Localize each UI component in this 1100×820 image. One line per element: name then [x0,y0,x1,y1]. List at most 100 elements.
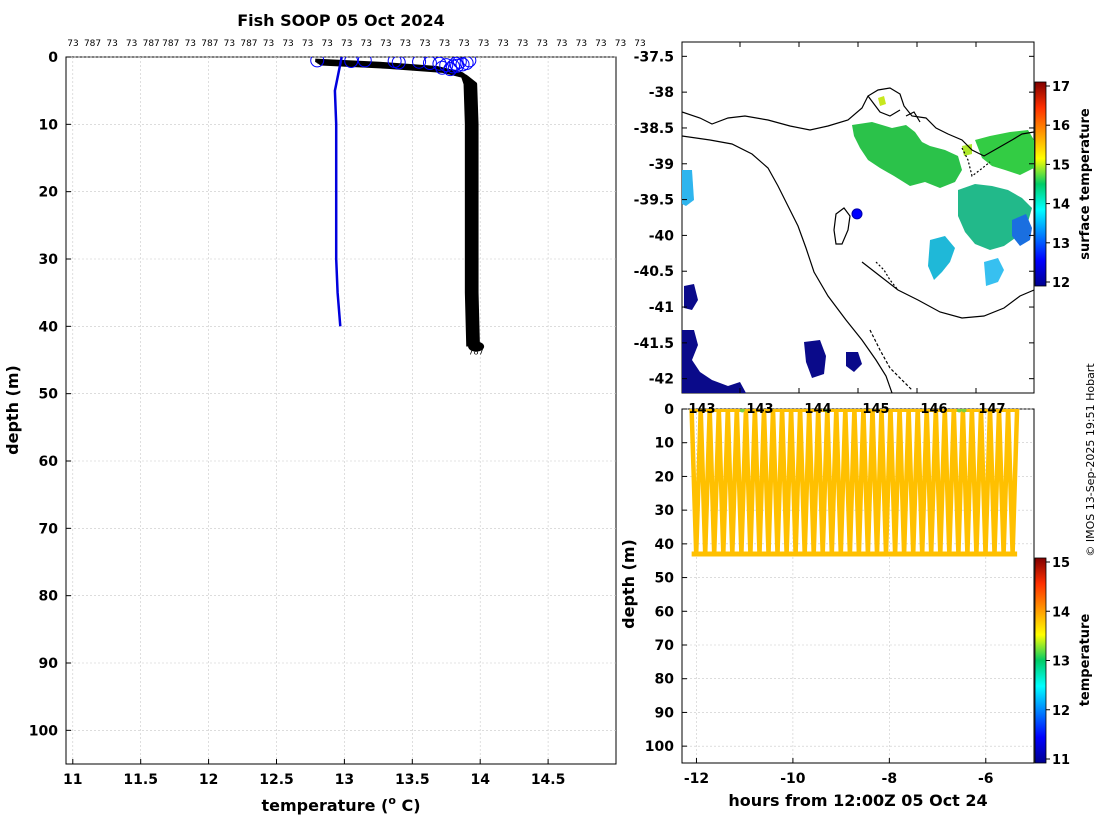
map-y-tick-label: -39 [649,157,674,173]
profile-plot-area [65,56,617,765]
timeseries-y-tick-label: 60 [655,604,675,620]
profile-surface-marker [310,57,325,68]
profile-x-tick-label: 12 [199,772,218,788]
timeseries-y-tick-label: 0 [664,402,674,418]
profile-y-ticks: 0 10 20 30 40 50 60 70 80 90 100 [29,50,71,739]
profile-x-axis-label-sup: o [388,794,396,807]
profile-top-label: 787 [162,39,179,49]
profile-grid [66,56,616,764]
profile-x-tick-label: 13.5 [395,772,430,788]
timeseries-y-tick-label: 40 [655,537,675,553]
timeseries-top-label: 145 [862,402,889,417]
profile-surface-marker [435,60,450,75]
timeseries-colorbar-tick-label: 13 [1052,655,1070,670]
map-y-tick-label: -41.5 [634,336,674,352]
sst-patch-navy-sw2 [684,284,698,310]
timeseries-top-labels: 143 143 144 145 146 147 [688,402,1005,417]
profile-x-tick-label: 11.5 [123,772,158,788]
profile-surface-marker [462,57,477,68]
timeseries-y-ticks: 0 10 20 30 40 50 60 70 80 90 100 [645,402,687,755]
timeseries-colorbar-ticks: 15 14 13 12 11 [1046,556,1070,768]
timeseries-colorbar-tick-label: 15 [1052,556,1070,571]
profile-y-tick-label: 50 [39,387,59,403]
profile-top-label: 73 [263,39,274,49]
timeseries-colorbar-label: temperature [1078,614,1093,707]
map-colorbar-tick-label: 15 [1052,158,1070,173]
timeseries-warm-point [956,409,962,413]
profile-top-label: 73 [497,39,508,49]
coast-north [682,87,1034,157]
map-y-tick-label: -41 [649,300,674,316]
profile-x-tick-label: 13 [335,772,354,788]
map-y-tick-label: -37.5 [634,49,674,65]
timeseries-top-label: 143 [688,402,715,417]
map-colorbar-tick-label: 12 [1052,276,1070,291]
timeseries-colorbar [1034,557,1047,764]
timeseries-x-tick-label: -8 [882,771,898,787]
profile-top-label: 73 [439,39,450,49]
map-y-tick-label: -40.5 [634,264,674,280]
profile-reference-line [333,57,343,327]
sst-patch-warm [878,96,886,106]
profile-top-label: 73 [576,39,587,49]
timeseries-colorbar-tick-label: 14 [1052,605,1070,620]
profile-y-tick-label: 80 [39,589,59,605]
profile-y-tick-label: 100 [29,723,58,739]
timeseries-top-label: 143 [746,402,773,417]
profile-top-label: 73 [126,39,137,49]
map-panel: -37.5 -38 -38.5 -39 -39.5 -40 -40.5 -41 -41.5 -42… [634,41,1093,394]
profile-x-axis-label-tail: C) [396,796,421,815]
sst-patch-lightblue [984,258,1004,286]
timeseries-y-tick-label: 100 [645,739,674,755]
profile-top-label: 787 [84,39,101,49]
profile-y-tick-label: 40 [39,319,59,335]
timeseries-warm-point [824,409,830,413]
timeseries-y-tick-label: 50 [655,571,675,587]
map-colorbar-label: surface temperature [1078,108,1093,260]
coast-southwest [869,329,913,391]
profile-title: Fish SOOP 05 Oct 2024 [237,11,445,30]
profile-top-label: 73 [458,39,469,49]
timeseries-top-label: 144 [804,402,831,417]
sst-patch-navy-sw [682,330,746,393]
timeseries-warm-point [739,409,745,413]
profile-surface-marker [422,57,437,71]
profile-top-label: 73 [517,39,528,49]
island-flinders [833,207,851,245]
map-colorbar-tick-label: 16 [1052,119,1070,134]
profile-top-label: 73 [400,39,411,49]
profile-top-label: 73 [478,39,489,49]
timeseries-colorbar-tick-label: 11 [1052,753,1070,768]
sst-patch-east [975,130,1034,175]
profile-x-axis-label: temperature (o C) [261,794,420,815]
coast-east [961,147,991,178]
map-colorbar-ticks: 17 16 15 14 13 12 [1046,80,1070,291]
map-y-tick-label: -39.5 [634,193,674,209]
coast-inlet [867,95,921,123]
map-coastline [682,87,1034,393]
timeseries-y-tick-label: 30 [655,503,675,519]
profile-y-axis-label: depth (m) [3,365,22,455]
timeseries-y-tick-label: 10 [655,436,675,452]
profile-surface-markers [310,57,477,77]
profile-top-label: 73 [282,39,293,49]
timeseries-top-label: 147 [978,402,1005,417]
map-y-ticks: -37.5 -38 -38.5 -39 -39.5 -40 -40.5 -41 -41.5 -42 [634,49,1034,388]
profile-x-tick-label: 14 [470,772,490,788]
map-x-tick-marks [739,42,977,393]
map-y-tick-label: -40 [649,228,675,244]
profile-y-tick-label: 90 [39,656,59,672]
map-y-tick-label: -38 [649,85,674,101]
profile-x-axis-label-main: temperature ( [261,796,388,815]
profile-top-label: 73 [361,39,372,49]
timeseries-x-tick-label: -6 [978,771,994,787]
timeseries-x-tick-label: -12 [684,771,709,787]
profile-surface-marker [412,57,427,69]
sst-patch-blue [1012,214,1032,246]
map-colorbar-tick-label: 17 [1052,80,1070,95]
profile-top-label: 787 [143,39,160,49]
profile-top-label: 787 [201,39,218,49]
profile-y-tick-label: 30 [39,252,59,268]
profile-surface-marker [344,57,359,69]
